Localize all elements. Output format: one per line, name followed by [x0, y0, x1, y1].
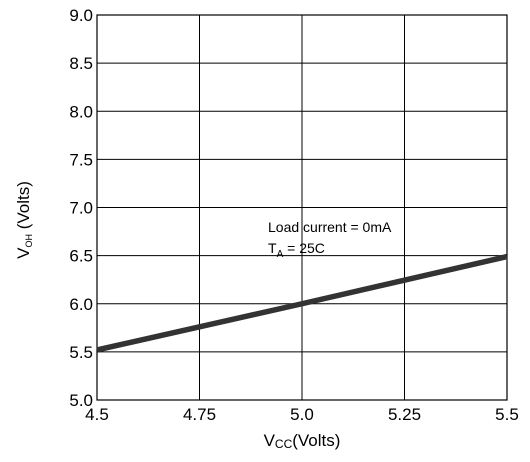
y-tick-label: 8.5 — [69, 54, 93, 73]
y-axis-label-main: V — [14, 247, 33, 259]
y-axis-label: VOH (Volts) — [14, 181, 34, 259]
series-line-0 — [96, 253, 508, 353]
y-tick-labels: 5.0 5.5 6.0 6.5 7.0 7.5 8.0 8.5 9.0 — [69, 6, 93, 410]
x-tick-label: 4.5 — [85, 405, 109, 424]
y-tick-label: 9.0 — [69, 6, 93, 25]
annotation-temp-sub: A — [277, 249, 284, 260]
y-tick-label: 5.0 — [69, 391, 93, 410]
y-tick-label: 6.0 — [69, 295, 93, 314]
x-tick-label: 4.75 — [183, 405, 216, 424]
x-axis-label-rest: (Volts) — [292, 431, 340, 450]
y-tick-label: 8.0 — [69, 102, 93, 121]
x-tick-labels: 4.5 4.75 5.0 5.25 5.5 — [85, 405, 519, 424]
x-tick-label: 5.0 — [290, 405, 314, 424]
y-tick-label: 7.0 — [69, 199, 93, 218]
y-axis-label-sub: OH — [24, 234, 34, 248]
x-axis-label-sub: CC — [275, 437, 293, 451]
plot-frame — [96, 14, 508, 401]
y-tick-label: 5.5 — [69, 343, 93, 362]
x-tick-label: 5.25 — [388, 405, 421, 424]
x-axis-label: VCC(Volts) — [264, 431, 341, 451]
grid-lines — [96, 14, 508, 401]
annotation-temperature: TA = 25C — [268, 240, 325, 260]
y-axis-label-rest: (Volts) — [14, 181, 33, 234]
y-tick-label: 6.5 — [69, 247, 93, 266]
x-axis-label-main: V — [264, 431, 276, 450]
annotation-temp-main: T — [268, 240, 277, 256]
annotation-temp-rest: = 25C — [283, 240, 325, 256]
x-tick-label: 5.5 — [495, 405, 519, 424]
annotation-load-current: Load current = 0mA — [268, 219, 392, 235]
y-tick-label: 7.5 — [69, 150, 93, 169]
series-group — [96, 253, 508, 353]
